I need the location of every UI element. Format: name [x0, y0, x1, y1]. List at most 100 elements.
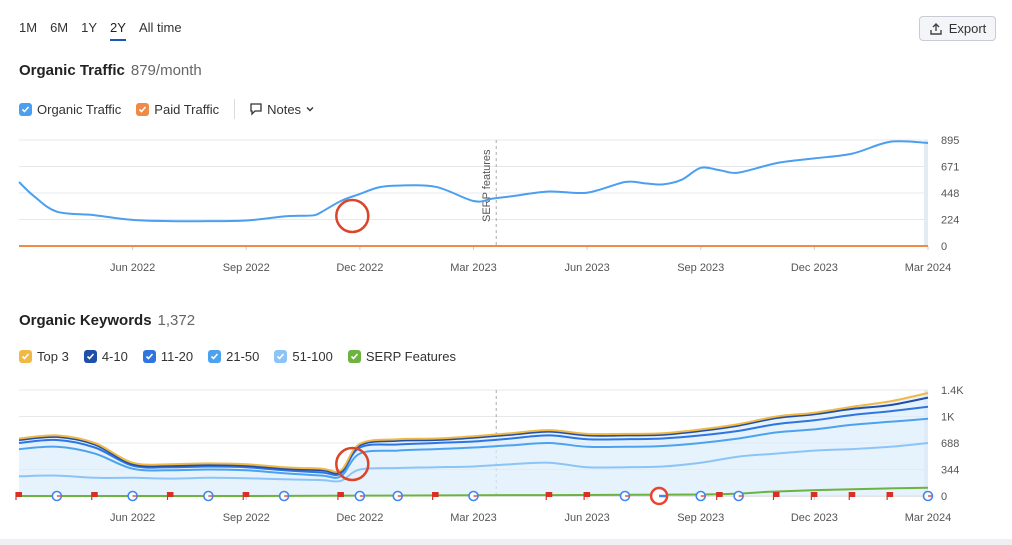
y-tick-label: 1.4K [941, 385, 964, 397]
flag-marker-icon[interactable] [166, 492, 174, 500]
legend-4-10[interactable]: 4-10 [83, 349, 128, 364]
series-line-21-50 [18, 417, 929, 479]
range-tab-1y[interactable]: 1Y [81, 20, 98, 35]
flag-marker-icon[interactable] [242, 492, 250, 500]
flag-marker-icon[interactable] [15, 492, 22, 500]
range-tab-1m[interactable]: 1M [19, 20, 38, 35]
flag-marker-icon[interactable] [848, 492, 856, 500]
y-tick-label: 895 [941, 135, 959, 147]
google-update-icon[interactable] [51, 490, 63, 502]
export-icon [930, 22, 942, 35]
legend-label: SERP Features [365, 349, 456, 364]
legend-serp-features[interactable]: SERP Features [347, 349, 456, 364]
series-line-top-3 [18, 392, 929, 473]
series-line-4-10 [18, 396, 929, 475]
notes-icon [250, 103, 262, 116]
checkbox-icon[interactable] [136, 102, 150, 116]
x-tick-label: Jun 2022 [110, 262, 155, 274]
legend-label: 4-10 [101, 349, 128, 364]
legend-divider [234, 99, 236, 119]
checkbox-icon[interactable] [208, 350, 222, 363]
legend-top-3[interactable]: Top 3 [19, 349, 69, 364]
traffic-title-text: Organic Traffic [19, 62, 125, 79]
legend-51-100[interactable]: 51-100 [274, 349, 333, 364]
checkbox-icon[interactable] [19, 350, 32, 363]
y-tick-label: 224 [941, 215, 959, 227]
x-tick-label: Sep 2023 [677, 512, 724, 524]
x-tick-label: Sep 2022 [223, 512, 270, 524]
legend-11-20[interactable]: 11-20 [142, 349, 193, 364]
traffic-title: Organic Traffic 879/month [19, 62, 202, 79]
google-update-icon[interactable] [203, 490, 214, 502]
x-tick-label: Jun 2022 [110, 512, 155, 524]
range-tab-6m[interactable]: 6M [50, 20, 69, 35]
range-tabs: 1M 6M 1Y 2Y All time [19, 20, 195, 41]
keywords-title: Organic Keywords 1,372 [19, 312, 195, 329]
google-update-icon[interactable] [695, 490, 707, 502]
google-core-update-icon[interactable] [649, 486, 669, 506]
x-tick-label: Sep 2023 [677, 262, 724, 274]
checkbox-icon[interactable] [142, 350, 156, 363]
google-update-icon[interactable] [127, 490, 138, 502]
legend-label: Paid Traffic [154, 101, 220, 117]
highlight-circle [335, 446, 370, 482]
x-tick-label: Sep 2022 [223, 262, 270, 274]
y-tick-label: 448 [941, 188, 959, 200]
flag-marker-icon[interactable] [583, 492, 591, 500]
legend-label: 51-100 [292, 349, 333, 364]
export-button[interactable]: Export [919, 16, 996, 41]
y-tick-label: 0 [941, 241, 947, 253]
range-tab-2y[interactable]: 2Y [110, 20, 126, 41]
flag-marker-icon[interactable] [432, 492, 439, 500]
notes-dropdown[interactable]: Notes [249, 102, 315, 117]
legend-21-50[interactable]: 21-50 [208, 349, 259, 364]
flag-marker-icon[interactable] [810, 492, 818, 500]
y-tick-label: 1K [941, 412, 955, 424]
flag-marker-icon[interactable] [545, 492, 553, 500]
notes-label: Notes [267, 101, 302, 117]
chevron-down-icon [306, 107, 314, 112]
x-tick-label: Jun 2023 [564, 262, 609, 274]
flag-marker-icon[interactable] [886, 492, 894, 500]
flag-marker-icon[interactable] [91, 492, 98, 500]
google-update-icon[interactable] [354, 490, 366, 502]
x-tick-label: Dec 2022 [336, 262, 383, 274]
series-line-51-100 [18, 442, 929, 483]
checkbox-icon[interactable] [347, 350, 361, 363]
x-tick-label: Mar 2024 [905, 262, 951, 274]
google-update-icon[interactable] [619, 490, 631, 502]
flag-marker-icon[interactable] [337, 492, 344, 500]
x-tick-label: Dec 2022 [336, 512, 383, 524]
y-tick-label: 0 [941, 491, 947, 503]
legend-label: Top 3 [37, 349, 69, 364]
y-tick-label: 671 [941, 162, 959, 174]
bottom-scrollbar [0, 539, 1012, 545]
checkbox-icon[interactable] [19, 102, 32, 116]
x-tick-label: Dec 2023 [791, 512, 838, 524]
traffic-chart: 895 671 448 224 0 Jun 2022 Sep 2022 Dec 2022 Mar… [18, 135, 959, 274]
keywords-area [19, 393, 928, 496]
chart-right-edge [924, 140, 928, 246]
google-update-icon[interactable] [733, 490, 744, 502]
legend-organic-traffic[interactable]: Organic Traffic [19, 102, 121, 117]
google-update-icon[interactable] [468, 490, 479, 502]
flag-marker-icon[interactable] [772, 492, 780, 500]
series-line-11-20 [18, 405, 929, 477]
legend-label: 21-50 [226, 349, 260, 364]
keywords-chart: 1.4K 1K 688 344 0 Jun 2022 Sep 2022 Dec 2022 Mar… [15, 385, 964, 524]
google-update-icon[interactable] [392, 490, 404, 502]
google-update-icon[interactable] [922, 490, 934, 502]
legend-paid-traffic[interactable]: Paid Traffic [136, 102, 219, 117]
y-tick-label: 344 [941, 465, 959, 477]
checkbox-icon[interactable] [83, 350, 97, 363]
checkbox-icon[interactable] [274, 350, 288, 363]
flag-marker-icon[interactable] [716, 492, 723, 500]
export-label: Export [948, 21, 987, 36]
legend-label: Organic Traffic [37, 101, 122, 117]
google-update-icon[interactable] [278, 490, 290, 502]
keywords-title-text: Organic Keywords [19, 312, 152, 329]
range-tab-all-time[interactable]: All time [138, 20, 182, 35]
keywords-value: 1,372 [157, 312, 196, 329]
x-tick-label: Dec 2023 [791, 262, 838, 274]
annotation-label: SERP features [481, 149, 493, 222]
